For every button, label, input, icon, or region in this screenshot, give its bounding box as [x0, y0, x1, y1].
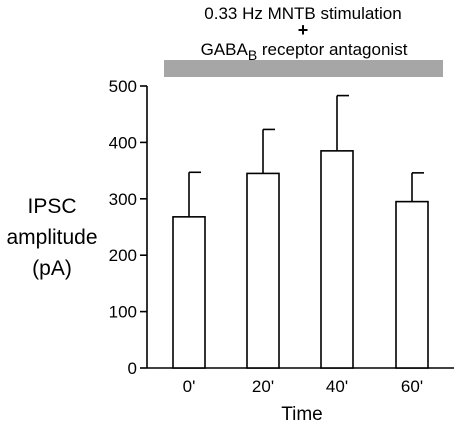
annotation-subscript: B	[248, 47, 257, 63]
treatment-bar	[164, 60, 443, 77]
bar	[246, 172, 280, 369]
x-tick-label: 60'	[401, 377, 423, 396]
annotation-plus: +	[298, 20, 309, 40]
y-axis-label-line-1: IPSC	[27, 195, 76, 218]
y-tick-label: 100	[109, 303, 137, 322]
annotation-line-1: 0.33 Hz MNTB stimulation	[204, 4, 401, 23]
y-tick-label: 300	[109, 190, 137, 209]
y-tick-label: 200	[109, 246, 137, 265]
bar	[320, 150, 354, 369]
x-tick-label: 20'	[252, 377, 274, 396]
annotation-line-3: GABAB receptor antagonist	[201, 40, 408, 63]
annotation-rest: receptor antagonist	[257, 40, 408, 59]
y-axis-label-line-3: (pA)	[32, 257, 72, 280]
y-axis-label-line-2: amplitude	[6, 226, 97, 249]
y-tick-label: 500	[109, 77, 137, 96]
y-tick-label: 0	[128, 359, 137, 378]
y-tick-label: 400	[109, 133, 137, 152]
x-tick-label: 0'	[183, 377, 196, 396]
x-tick-label: 40'	[326, 377, 348, 396]
x-axis-label: Time	[281, 404, 323, 425]
bar	[172, 216, 206, 369]
bar	[395, 200, 429, 369]
annotation-gaba: GABA	[201, 40, 249, 59]
